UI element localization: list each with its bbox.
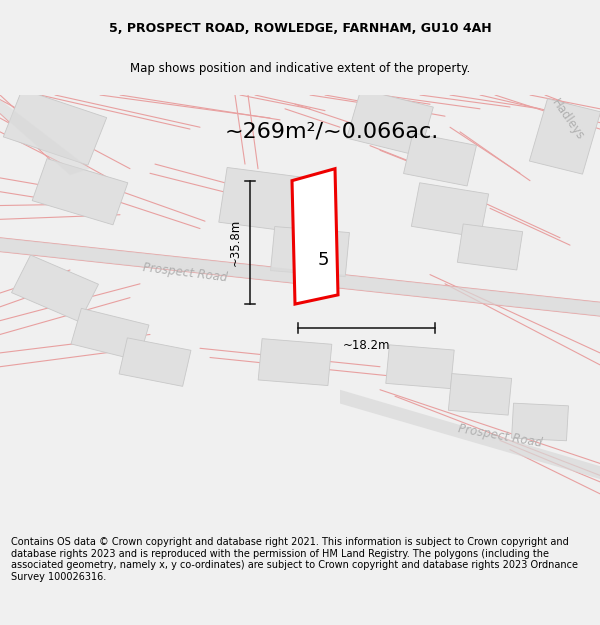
Polygon shape	[11, 255, 98, 322]
Polygon shape	[529, 99, 600, 174]
Text: 5: 5	[317, 251, 329, 269]
Polygon shape	[271, 226, 349, 277]
Text: 5, PROSPECT ROAD, ROWLEDGE, FARNHAM, GU10 4AH: 5, PROSPECT ROAD, ROWLEDGE, FARNHAM, GU1…	[109, 22, 491, 35]
Text: Contains OS data © Crown copyright and database right 2021. This information is : Contains OS data © Crown copyright and d…	[11, 537, 578, 582]
Text: Hadleys: Hadleys	[549, 97, 587, 143]
Polygon shape	[412, 182, 488, 238]
Polygon shape	[292, 169, 338, 304]
Text: ~269m²/~0.066ac.: ~269m²/~0.066ac.	[225, 122, 439, 142]
Polygon shape	[0, 238, 600, 316]
Text: Prospect Road: Prospect Road	[457, 422, 543, 449]
Polygon shape	[404, 133, 476, 186]
Polygon shape	[219, 168, 321, 234]
Text: Map shows position and indicative extent of the property.: Map shows position and indicative extent…	[130, 62, 470, 75]
Polygon shape	[448, 374, 512, 415]
Polygon shape	[386, 345, 454, 389]
Polygon shape	[512, 403, 568, 441]
Text: Prospect Road: Prospect Road	[142, 261, 228, 284]
Polygon shape	[71, 308, 149, 361]
Polygon shape	[119, 338, 191, 386]
Polygon shape	[0, 99, 90, 175]
Polygon shape	[457, 224, 523, 270]
Polygon shape	[347, 89, 433, 156]
Polygon shape	[340, 390, 600, 479]
Polygon shape	[32, 159, 128, 225]
Text: ~18.2m: ~18.2m	[343, 339, 390, 352]
Polygon shape	[4, 89, 107, 165]
Polygon shape	[258, 339, 332, 386]
Text: ~35.8m: ~35.8m	[229, 219, 242, 266]
